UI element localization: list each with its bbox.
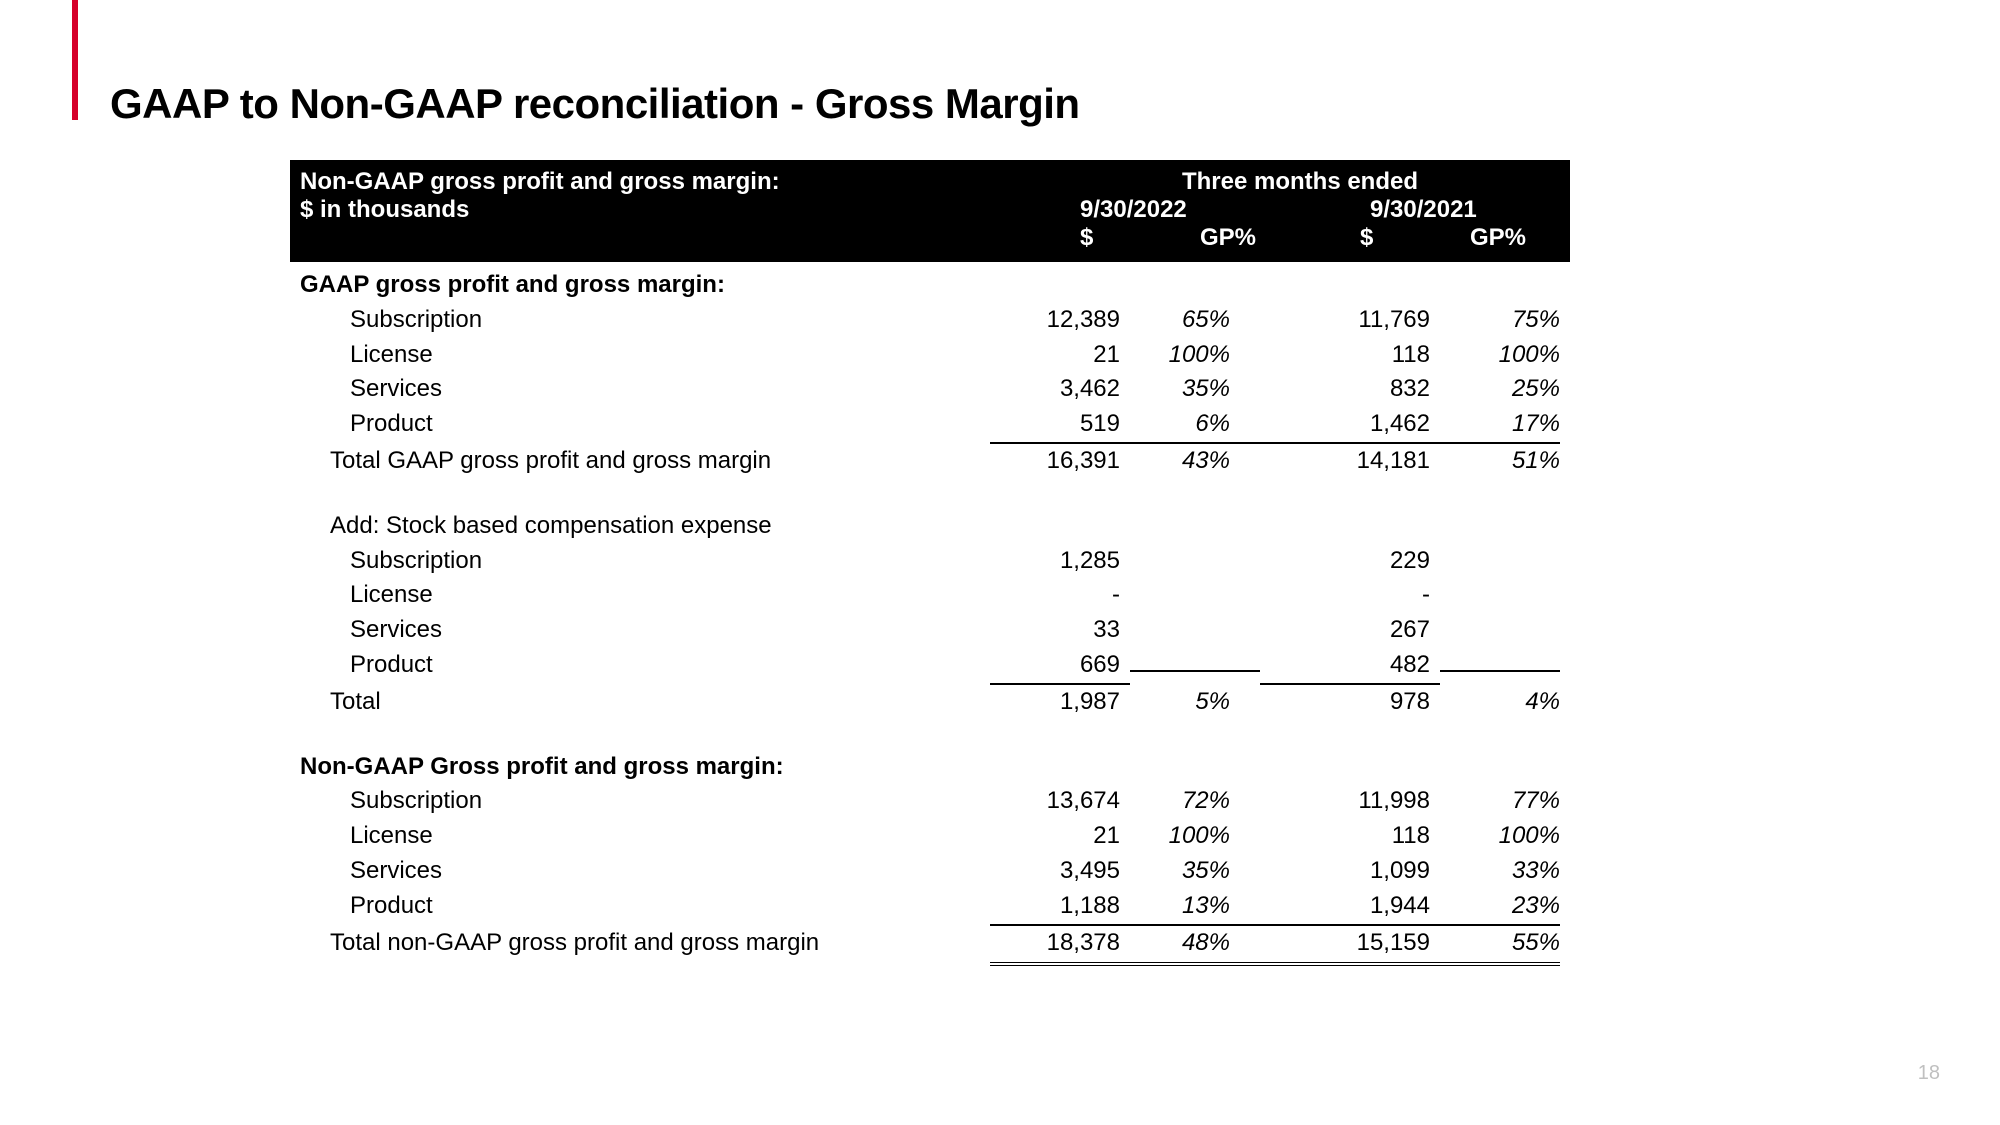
header-date1: 9/30/2022	[1040, 196, 1310, 224]
table-row: License21100%118100%	[300, 338, 1560, 373]
table-row-grand-total: Total non-GAAP gross profit and gross ma…	[300, 926, 1560, 967]
table-row: License21100%118100%	[300, 819, 1560, 854]
nongaap-heading: Non-GAAP Gross profit and gross margin:	[300, 750, 990, 785]
gaap-heading: GAAP gross profit and gross margin:	[300, 268, 990, 303]
table-row: Services3,46235%83225%	[300, 372, 1560, 407]
col-gp-2: GP%	[1450, 224, 1570, 252]
table-row: Product1,18813%1,94423%	[300, 889, 1560, 926]
reconciliation-table: Non-GAAP gross profit and gross margin: …	[290, 160, 1570, 966]
col-dollar-1: $	[1040, 224, 1180, 252]
table-row: License--	[300, 578, 1560, 613]
header-period: Three months ended	[1040, 168, 1560, 196]
slide-title: GAAP to Non-GAAP reconciliation - Gross …	[110, 80, 1080, 128]
add-heading: Add: Stock based compensation expense	[300, 509, 990, 544]
col-gp-1: GP%	[1180, 224, 1310, 252]
header-title: Non-GAAP gross profit and gross margin:	[300, 168, 1040, 196]
page-number: 18	[1918, 1062, 1940, 1085]
table-header: Non-GAAP gross profit and gross margin: …	[290, 160, 1570, 262]
table-body: GAAP gross profit and gross margin: Subs…	[290, 262, 1570, 966]
col-dollar-2: $	[1310, 224, 1450, 252]
table-row: Subscription13,67472%11,99877%	[300, 784, 1560, 819]
table-row: Subscription1,285229	[300, 544, 1560, 579]
header-subtitle: $ in thousands	[300, 196, 1040, 224]
table-row: Product669482	[300, 648, 1560, 685]
header-date2: 9/30/2021	[1310, 196, 1580, 224]
accent-bar	[72, 0, 78, 120]
table-row: Services3,49535%1,09933%	[300, 854, 1560, 889]
table-row-total: Total1,9875%9784%	[300, 685, 1560, 720]
table-row: Services33267	[300, 613, 1560, 648]
table-row: Product5196%1,46217%	[300, 407, 1560, 444]
table-row: Subscription12,38965%11,76975%	[300, 303, 1560, 338]
table-row-total: Total GAAP gross profit and gross margin…	[300, 444, 1560, 479]
